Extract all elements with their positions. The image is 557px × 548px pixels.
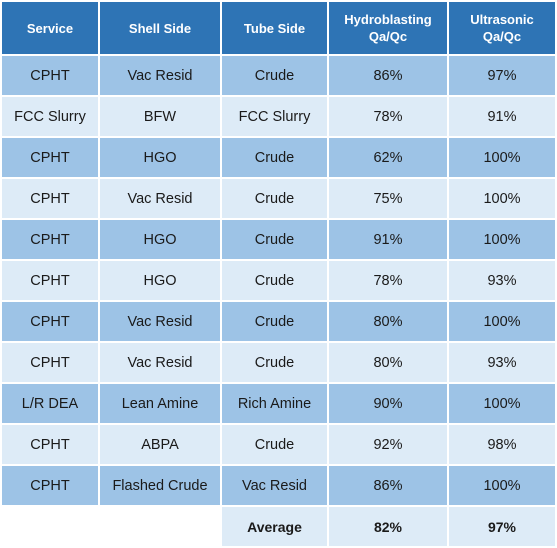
cell-service: CPHT bbox=[2, 343, 98, 382]
table-body: CPHT Vac Resid Crude 86% 97% FCC Slurry … bbox=[2, 56, 555, 546]
header-tube-side-label: Tube Side bbox=[243, 20, 306, 36]
cell-hydroblasting: 78% bbox=[329, 97, 447, 136]
cell-hydroblasting: 80% bbox=[329, 302, 447, 341]
cell-hydroblasting: 62% bbox=[329, 138, 447, 177]
cell-tube-side: FCC Slurry bbox=[222, 97, 327, 136]
header-service: Service bbox=[2, 2, 98, 54]
average-ultrasonic: 97% bbox=[449, 507, 555, 546]
cell-shell-side: Vac Resid bbox=[100, 56, 220, 95]
table-row: CPHT Vac Resid Crude 80% 93% bbox=[2, 343, 555, 382]
cell-service: CPHT bbox=[2, 302, 98, 341]
table-row: CPHT HGO Crude 91% 100% bbox=[2, 220, 555, 259]
cell-hydroblasting: 78% bbox=[329, 261, 447, 300]
cell-hydroblasting: 75% bbox=[329, 179, 447, 218]
average-row: Average 82% 97% bbox=[2, 507, 555, 546]
cell-shell-side: Vac Resid bbox=[100, 302, 220, 341]
cell-shell-side: BFW bbox=[100, 97, 220, 136]
header-hydroblasting-sublabel: Qa/Qc bbox=[368, 29, 408, 44]
cell-ultrasonic: 97% bbox=[449, 56, 555, 95]
cell-tube-side: Crude bbox=[222, 302, 327, 341]
cell-service: CPHT bbox=[2, 261, 98, 300]
table-row: CPHT Flashed Crude Vac Resid 86% 100% bbox=[2, 466, 555, 505]
cell-ultrasonic: 93% bbox=[449, 343, 555, 382]
header-hydroblasting: Hydroblasting Qa/Qc bbox=[329, 2, 447, 54]
table-row: L/R DEA Lean Amine Rich Amine 90% 100% bbox=[2, 384, 555, 423]
cell-tube-side: Rich Amine bbox=[222, 384, 327, 423]
cell-shell-side: HGO bbox=[100, 138, 220, 177]
cell-shell-side: Vac Resid bbox=[100, 179, 220, 218]
cell-hydroblasting: 90% bbox=[329, 384, 447, 423]
cell-ultrasonic: 93% bbox=[449, 261, 555, 300]
header-ultrasonic-label: Ultrasonic bbox=[470, 12, 534, 27]
cell-shell-side: HGO bbox=[100, 261, 220, 300]
cell-service: CPHT bbox=[2, 220, 98, 259]
cell-ultrasonic: 100% bbox=[449, 384, 555, 423]
cell-service: CPHT bbox=[2, 466, 98, 505]
cell-tube-side: Crude bbox=[222, 138, 327, 177]
header-tube-side: Tube Side bbox=[222, 2, 327, 54]
cell-service: CPHT bbox=[2, 138, 98, 177]
cell-tube-side: Crude bbox=[222, 56, 327, 95]
cell-shell-side: Vac Resid bbox=[100, 343, 220, 382]
header-service-label: Service bbox=[26, 20, 74, 36]
cell-ultrasonic: 100% bbox=[449, 220, 555, 259]
cell-shell-side: Flashed Crude bbox=[100, 466, 220, 505]
header-row: Service Shell Side Tube Side Hydroblasti… bbox=[2, 2, 555, 54]
cell-ultrasonic: 100% bbox=[449, 179, 555, 218]
average-hydroblasting: 82% bbox=[329, 507, 447, 546]
cell-tube-side: Vac Resid bbox=[222, 466, 327, 505]
cell-shell-side: HGO bbox=[100, 220, 220, 259]
table-row: FCC Slurry BFW FCC Slurry 78% 91% bbox=[2, 97, 555, 136]
cell-hydroblasting: 91% bbox=[329, 220, 447, 259]
cell-service: L/R DEA bbox=[2, 384, 98, 423]
cell-ultrasonic: 100% bbox=[449, 466, 555, 505]
cell-tube-side: Crude bbox=[222, 220, 327, 259]
table-row: CPHT HGO Crude 62% 100% bbox=[2, 138, 555, 177]
header-ultrasonic: Ultrasonic Qa/Qc bbox=[449, 2, 555, 54]
cell-shell-side: Lean Amine bbox=[100, 384, 220, 423]
header-hydroblasting-label: Hydroblasting bbox=[344, 12, 432, 27]
cell-tube-side: Crude bbox=[222, 261, 327, 300]
cell-service: CPHT bbox=[2, 56, 98, 95]
cell-hydroblasting: 92% bbox=[329, 425, 447, 464]
cell-tube-side: Crude bbox=[222, 179, 327, 218]
cell-service: CPHT bbox=[2, 179, 98, 218]
cell-hydroblasting: 86% bbox=[329, 466, 447, 505]
average-label: Average bbox=[222, 507, 327, 546]
average-blank-cell bbox=[2, 507, 98, 546]
cell-ultrasonic: 100% bbox=[449, 138, 555, 177]
cell-ultrasonic: 98% bbox=[449, 425, 555, 464]
cell-service: FCC Slurry bbox=[2, 97, 98, 136]
cell-tube-side: Crude bbox=[222, 425, 327, 464]
cell-hydroblasting: 80% bbox=[329, 343, 447, 382]
table-row: CPHT HGO Crude 78% 93% bbox=[2, 261, 555, 300]
table-row: CPHT Vac Resid Crude 86% 97% bbox=[2, 56, 555, 95]
cell-service: CPHT bbox=[2, 425, 98, 464]
cell-ultrasonic: 100% bbox=[449, 302, 555, 341]
cell-tube-side: Crude bbox=[222, 343, 327, 382]
header-ultrasonic-sublabel: Qa/Qc bbox=[482, 29, 522, 44]
table-row: CPHT ABPA Crude 92% 98% bbox=[2, 425, 555, 464]
cell-shell-side: ABPA bbox=[100, 425, 220, 464]
cell-ultrasonic: 91% bbox=[449, 97, 555, 136]
table-row: CPHT Vac Resid Crude 80% 100% bbox=[2, 302, 555, 341]
table-row: CPHT Vac Resid Crude 75% 100% bbox=[2, 179, 555, 218]
cell-hydroblasting: 86% bbox=[329, 56, 447, 95]
header-shell-side-label: Shell Side bbox=[128, 20, 192, 36]
average-blank-cell bbox=[100, 507, 220, 546]
header-shell-side: Shell Side bbox=[100, 2, 220, 54]
